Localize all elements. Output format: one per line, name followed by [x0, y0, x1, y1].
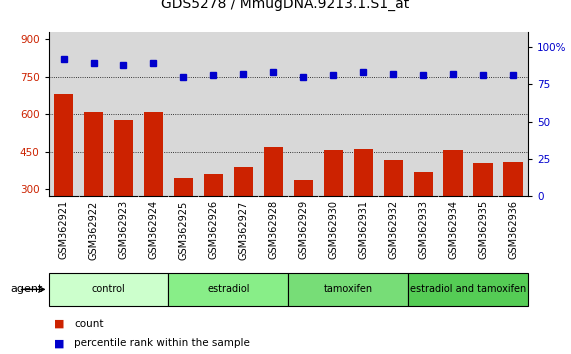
- Text: GSM362926: GSM362926: [208, 200, 219, 259]
- Bar: [413, 172, 433, 264]
- Text: GSM362933: GSM362933: [418, 200, 428, 259]
- Bar: [168, 273, 288, 306]
- Bar: [49, 273, 168, 306]
- Bar: [114, 120, 133, 264]
- Bar: [293, 180, 313, 264]
- Text: GSM362924: GSM362924: [148, 200, 159, 259]
- Text: estradiol and tamoxifen: estradiol and tamoxifen: [410, 284, 526, 295]
- Text: GSM362929: GSM362929: [298, 200, 308, 259]
- Text: ■: ■: [54, 338, 65, 348]
- Text: GSM362934: GSM362934: [448, 200, 459, 259]
- Text: count: count: [74, 319, 104, 329]
- Bar: [473, 163, 493, 264]
- Text: GSM362928: GSM362928: [268, 200, 279, 259]
- Text: GSM362930: GSM362930: [328, 200, 339, 259]
- Text: GSM362922: GSM362922: [89, 200, 99, 259]
- Text: estradiol: estradiol: [207, 284, 250, 295]
- Text: GSM362936: GSM362936: [508, 200, 518, 259]
- Text: GSM362925: GSM362925: [178, 200, 188, 259]
- Bar: [144, 112, 163, 264]
- Text: GDS5278 / MmugDNA.9213.1.S1_at: GDS5278 / MmugDNA.9213.1.S1_at: [162, 0, 409, 11]
- Bar: [504, 161, 523, 264]
- Bar: [234, 166, 253, 264]
- Text: GSM362932: GSM362932: [388, 200, 399, 259]
- Bar: [84, 112, 103, 264]
- Text: tamoxifen: tamoxifen: [324, 284, 373, 295]
- Bar: [288, 273, 408, 306]
- Text: ■: ■: [54, 319, 65, 329]
- Bar: [408, 273, 528, 306]
- Text: GSM362923: GSM362923: [118, 200, 128, 259]
- Text: agent: agent: [10, 284, 43, 295]
- Text: GSM362931: GSM362931: [358, 200, 368, 259]
- Bar: [324, 150, 343, 264]
- Bar: [264, 147, 283, 264]
- Text: control: control: [91, 284, 126, 295]
- Bar: [444, 150, 463, 264]
- Bar: [54, 94, 73, 264]
- Text: GSM362927: GSM362927: [238, 200, 248, 259]
- Bar: [204, 174, 223, 264]
- Text: GSM362935: GSM362935: [478, 200, 488, 259]
- Text: GSM362921: GSM362921: [58, 200, 69, 259]
- Text: percentile rank within the sample: percentile rank within the sample: [74, 338, 250, 348]
- Bar: [174, 178, 193, 264]
- Bar: [384, 160, 403, 264]
- Bar: [353, 149, 373, 264]
